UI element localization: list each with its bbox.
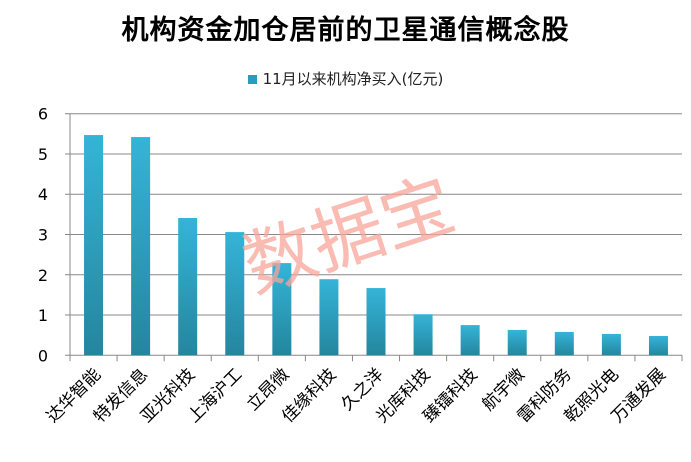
bar <box>648 335 668 356</box>
legend-label: 11月以来机构净买入(亿元) <box>262 70 444 88</box>
y-tick-label: 3 <box>38 226 48 245</box>
bar <box>507 329 527 356</box>
y-tick-label: 0 <box>38 346 48 365</box>
bar <box>272 263 292 356</box>
watermark: 数据宝 <box>233 162 464 309</box>
bar <box>413 314 433 356</box>
chart-title: 机构资金加仓居前的卫星通信概念股 <box>121 15 570 46</box>
bar <box>366 288 386 356</box>
bar <box>84 135 104 356</box>
bar <box>319 279 339 356</box>
y-tick-label: 5 <box>38 145 48 164</box>
y-tick-label: 4 <box>38 185 48 204</box>
legend-swatch <box>247 75 257 84</box>
y-tick-label: 2 <box>38 266 48 285</box>
bar <box>225 232 245 356</box>
y-tick-label: 6 <box>38 105 48 124</box>
bar <box>460 325 480 356</box>
bar <box>131 137 151 356</box>
legend: 11月以来机构净买入(亿元) <box>0 68 691 89</box>
y-tick-label: 1 <box>38 306 48 325</box>
bar <box>554 331 574 356</box>
bar <box>601 333 621 356</box>
bar <box>178 217 198 356</box>
